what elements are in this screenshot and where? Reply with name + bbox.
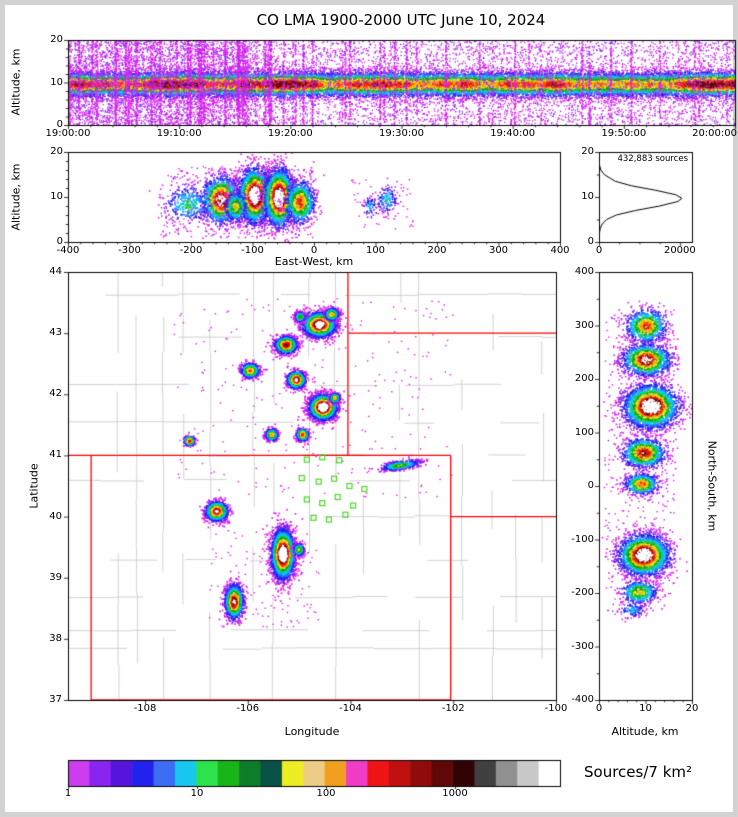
figure-title: CO LMA 1900-2000 UTC June 10, 2024 <box>256 11 546 29</box>
tick-label: 20 <box>685 703 699 714</box>
colorbar <box>68 760 560 786</box>
tick-label: 40 <box>49 510 62 522</box>
north-south-xlabel: Altitude, km <box>611 725 679 738</box>
tick-label: 20000 <box>663 245 696 256</box>
tick-label: 20:00:00 <box>692 128 737 139</box>
tick-label: -104 <box>339 703 362 714</box>
tick-label: 0 <box>595 245 603 256</box>
tick-label: 100 <box>574 426 594 438</box>
tick-label: -102 <box>441 703 465 714</box>
tick-label: 10 <box>50 76 63 88</box>
tick-label: 0 <box>310 245 318 256</box>
tick-label: -200 <box>571 587 594 598</box>
map-panel <box>68 272 556 700</box>
tick-label: 19:30:00 <box>379 128 424 139</box>
tick-label: 10 <box>639 703 652 714</box>
tick-label: 1 <box>64 788 72 799</box>
tick-label: 400 <box>550 245 570 256</box>
tick-label: 0 <box>587 480 594 491</box>
tick-label: 38 <box>49 632 62 644</box>
north-south-ylabel: North-South, km <box>705 440 719 532</box>
tick-label: 19:50:00 <box>601 128 647 139</box>
map-ylabel: Latitude <box>27 463 41 509</box>
tick-label: 20 <box>50 146 63 157</box>
tick-label: 200 <box>427 245 447 256</box>
tick-label: 0 <box>56 236 63 247</box>
tick-label: -100 <box>241 245 264 256</box>
north-south-panel <box>599 272 692 700</box>
tick-label: 400 <box>574 266 594 277</box>
map-xlabel: Longitude <box>284 725 340 738</box>
tick-label: 20 <box>50 34 63 45</box>
east-west-ylabel: Altitude, km <box>9 163 23 231</box>
tick-label: -100 <box>544 703 568 714</box>
tick-label: 100 <box>316 788 336 799</box>
tick-label: -108 <box>133 703 157 714</box>
tick-label: -200 <box>179 245 203 256</box>
tick-label: 20 <box>581 146 594 157</box>
tick-label: 0 <box>595 703 603 714</box>
tick-label: -100 <box>571 533 594 545</box>
source-count-annotation: 432,883 sources <box>617 154 688 164</box>
tick-label: 300 <box>574 319 594 331</box>
tick-label: 10 <box>190 788 204 799</box>
colorbar-label: Sources/7 km² <box>584 763 693 781</box>
tick-label: 44 <box>49 266 62 277</box>
east-west-xlabel: East-West, km <box>274 255 354 268</box>
tick-label: 43 <box>49 327 62 339</box>
tick-label: 300 <box>488 245 509 256</box>
tick-label: 0 <box>587 236 594 247</box>
tick-label: 1000 <box>442 788 468 799</box>
time-height-ylabel: Altitude, km <box>9 48 23 116</box>
tick-label: 41 <box>49 449 62 461</box>
tick-label: 42 <box>49 388 62 400</box>
tick-label: 37 <box>49 694 62 705</box>
tick-label: 19:20:00 <box>267 128 313 139</box>
tick-label: 19:10:00 <box>156 128 202 139</box>
east-west-panel <box>68 152 560 242</box>
tick-label: 200 <box>574 373 594 384</box>
tick-label: 10 <box>50 191 63 202</box>
tick-label: 19:40:00 <box>490 128 536 139</box>
tick-label: 0 <box>56 119 63 130</box>
tick-label: -400 <box>56 245 80 256</box>
time-height-panel <box>68 40 735 125</box>
tick-label: -400 <box>571 694 594 705</box>
tick-label: 39 <box>49 571 62 583</box>
tick-label: -106 <box>236 703 260 714</box>
tick-label: 100 <box>365 245 386 256</box>
tick-label: 10 <box>581 191 594 202</box>
tick-label: -300 <box>571 640 594 652</box>
tick-label: 19:00:00 <box>45 128 91 139</box>
tick-label: -300 <box>118 245 141 256</box>
source-histogram-panel <box>599 152 692 242</box>
